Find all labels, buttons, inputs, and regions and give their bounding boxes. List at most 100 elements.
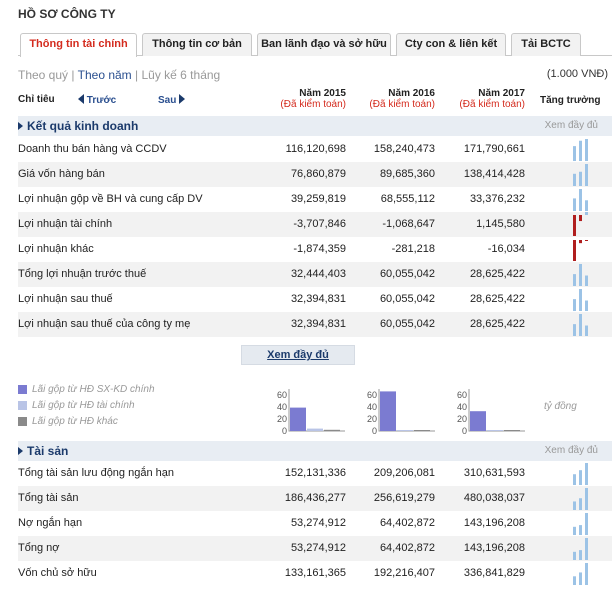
sparkline-bar (579, 498, 582, 510)
row-value: 138,414,428 (463, 168, 525, 180)
row-label: Vốn chủ sở hữu (18, 567, 97, 579)
sparkline-bar (573, 173, 576, 186)
growth-sparkline (573, 189, 588, 211)
legend-item: Lãi gộp từ HĐ SX-KD chính (18, 383, 218, 399)
chart-bar (487, 430, 503, 431)
sparkline-bar (573, 299, 576, 311)
year-label: Năm 2015 (299, 88, 346, 99)
row-value: 143,196,208 (463, 517, 525, 529)
legend-item: Lãi gộp từ HĐ khác (18, 415, 218, 431)
growth-sparkline (573, 488, 588, 510)
sparkline-bar (579, 550, 582, 560)
tab-tai-bctc[interactable]: Tải BCTC (511, 33, 581, 56)
row-value: 33,376,232 (469, 193, 525, 205)
table-row: Lợi nhuận gộp về BH và cung cấp DV 39,259… (18, 187, 612, 212)
row-label: Lợi nhuận sau thuế của công ty mẹ (18, 318, 191, 330)
table-row: Vốn chủ sở hữu 133,161,365 192,216,407 336,… (18, 561, 612, 586)
tab-thong-tin-tai-chinh[interactable]: Thông tin tài chính (20, 33, 137, 57)
row-value: 28,625,422 (469, 293, 525, 305)
growth-sparkline (573, 139, 588, 161)
tick-label: 60 (276, 390, 287, 400)
chart-bar (414, 430, 430, 431)
tick-label: 20 (456, 414, 467, 424)
tick-label: 40 (276, 402, 287, 412)
table-row: Lợi nhuận tài chính -3,707,846 -1,068,647 1… (18, 212, 612, 237)
prev-button[interactable]: Trước (78, 94, 116, 106)
sparkline-bar (585, 325, 588, 336)
tab-ban-lanh-dao[interactable]: Ban lãnh đạo và sở hữu (257, 33, 391, 56)
row-label: Lợi nhuận khác (18, 243, 94, 255)
table-row: Lợi nhuận sau thuế của công ty mẹ 32,394,… (18, 312, 612, 337)
tab-thong-tin-co-ban[interactable]: Thông tin cơ bản (142, 33, 252, 56)
audit-label: (Đã kiểm toán) (280, 99, 346, 110)
row-value: 32,394,831 (290, 318, 346, 330)
sparkline-bar (585, 463, 588, 485)
row-value: 209,206,081 (373, 467, 435, 479)
filter-luy-ke[interactable]: Lũy kế 6 tháng (141, 68, 221, 82)
filter-separator: | (135, 68, 139, 82)
page-title: HỒ SƠ CÔNG TY (18, 7, 116, 21)
xem-day-du-link[interactable]: Xem đầy đủ (544, 445, 598, 456)
legend-item: Lãi gộp từ HĐ tài chính (18, 399, 218, 415)
sparkline-bar (573, 146, 576, 161)
row-value: 60,055,042 (379, 318, 435, 330)
filter-theo-nam[interactable]: Theo năm (77, 68, 132, 82)
chart-bar (324, 429, 340, 431)
sparkline-bar (579, 140, 582, 161)
row-value: 133,161,365 (284, 567, 346, 579)
sparkline-bar (573, 474, 576, 485)
row-value: 32,444,403 (290, 268, 346, 280)
table-row: Giá vốn hàng bán 76,860,879 89,685,360 138,… (18, 162, 612, 187)
sparkline-bar (585, 300, 588, 311)
xem-day-du-button[interactable]: Xem đầy đủ (241, 345, 355, 365)
filter-theo-quy[interactable]: Theo quý (18, 68, 69, 82)
growth-sparkline (573, 164, 588, 186)
sparkline-bar (573, 240, 576, 261)
chart-bar (504, 430, 520, 431)
sparkline-bar (579, 289, 582, 311)
chart-bar (470, 411, 486, 431)
next-button[interactable]: Sau (158, 94, 186, 106)
growth-sparkline (573, 563, 588, 585)
sparkline-bar (573, 215, 576, 236)
sparkline-bar (573, 551, 576, 560)
tab-cty-con[interactable]: Cty con & liên kết (396, 33, 506, 56)
expand-triangle-icon[interactable] (18, 122, 23, 130)
row-value: 53,274,912 (290, 517, 346, 529)
expand-triangle-icon[interactable] (18, 447, 23, 455)
row-label: Tổng lợi nhuận trước thuế (18, 268, 147, 280)
filter-separator: | (71, 68, 75, 82)
xem-day-du-link[interactable]: Xem đầy đủ (544, 120, 598, 131)
growth-sparkline (573, 463, 588, 485)
tick-label: 60 (456, 390, 467, 400)
row-value: 256,619,279 (373, 492, 435, 504)
audit-label: (Đã kiểm toán) (369, 99, 435, 110)
growth-sparkline (573, 289, 588, 311)
growth-sparkline (573, 240, 588, 261)
row-label: Lợi nhuận tài chính (18, 218, 113, 230)
row-value: 171,790,661 (463, 143, 525, 155)
row-value: 60,055,042 (379, 293, 435, 305)
table-header: Chỉ tiêu Trước Sau Năm 2015 (Đã kiểm toá… (18, 88, 612, 114)
table-row: Tổng tài sản 186,436,277 256,619,279 480,03… (18, 486, 612, 511)
caret-left-icon (78, 94, 84, 104)
sparkline-bar (585, 139, 588, 161)
legend-swatch (18, 401, 27, 410)
row-label: Lợi nhuận gộp về BH và cung cấp DV (18, 193, 203, 205)
table-row: Tổng lợi nhuận trước thuế 32,444,403 60,05… (18, 262, 612, 287)
year-label: Năm 2016 (388, 88, 435, 99)
chart-bar (290, 407, 306, 431)
tick-label: 40 (366, 402, 377, 412)
row-label: Nợ ngắn hạn (18, 517, 83, 529)
year-label: Năm 2017 (478, 88, 525, 99)
sparkline-bar (585, 200, 588, 211)
mini-chart-plot (288, 389, 345, 432)
tick-label: 20 (366, 414, 377, 424)
next-label: Sau (158, 95, 177, 106)
row-value: 64,402,872 (379, 517, 435, 529)
sparkline-bar (573, 526, 576, 535)
mini-chart-plot (378, 389, 435, 432)
sparkline-bar (573, 576, 576, 585)
tick-label: 0 (461, 426, 467, 436)
row-value: 116,120,698 (285, 143, 346, 155)
